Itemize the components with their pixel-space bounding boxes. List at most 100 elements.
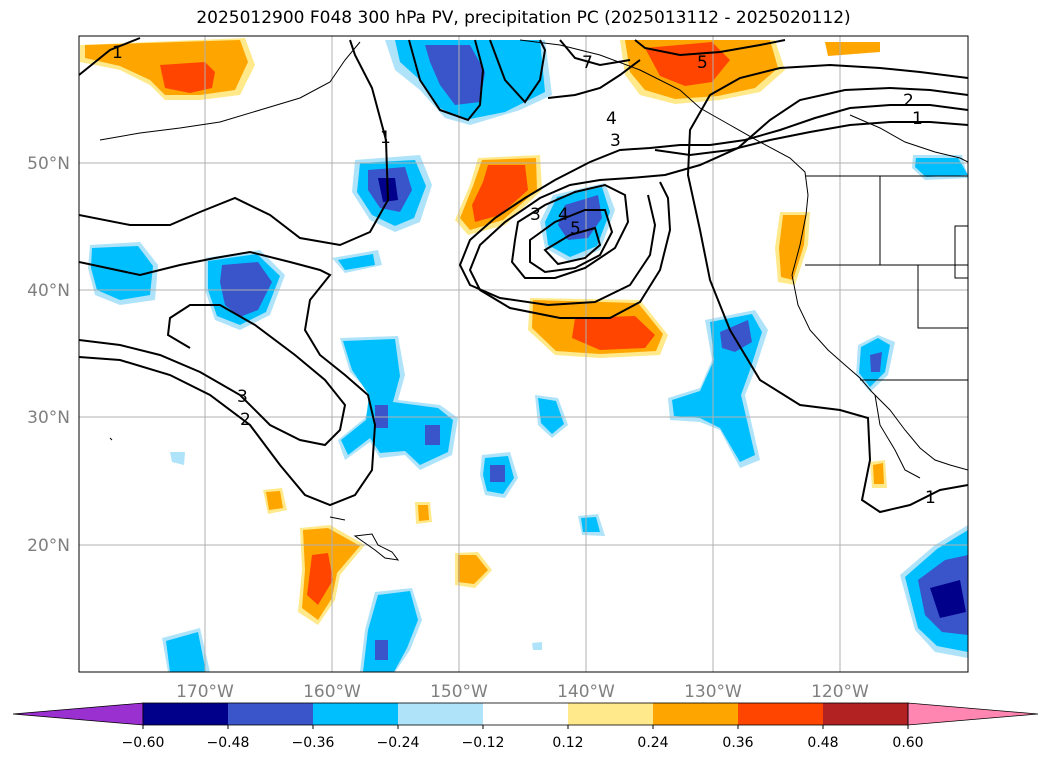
- pv-contour-label: 1: [912, 109, 923, 129]
- pv-contour-line: [79, 250, 377, 507]
- precip-positive-area: [458, 555, 488, 584]
- pv-contour-line: [559, 39, 631, 67]
- colorbar-tick-label: −0.12: [462, 735, 505, 751]
- colorbar-tick-label: −0.48: [207, 735, 250, 751]
- pv-contour-line: [686, 63, 968, 514]
- plot-area: [79, 36, 968, 672]
- colorbar-segment: [653, 703, 738, 725]
- lat-label: 50°N: [27, 154, 70, 174]
- precip-positive-area: [418, 505, 429, 521]
- pv-contour-line: [529, 209, 614, 274]
- lon-label: 120°W: [811, 682, 869, 702]
- graticule: [79, 36, 968, 672]
- pv-contour-line: [458, 104, 968, 307]
- pv-contour-label: 5: [697, 53, 708, 73]
- lon-label: 150°W: [430, 682, 488, 702]
- precip-negative-area: [490, 465, 505, 482]
- pv-contour-line: [79, 37, 141, 76]
- colorbar-extend-max: [907, 702, 1039, 726]
- colorbar-labels: −0.60 −0.48 −0.36 −0.24 −0.12 0.12 0.24 0.36 0.4…: [122, 735, 924, 751]
- pv-contour-label: 4: [558, 205, 569, 225]
- pv-contour-label: 3: [530, 205, 541, 225]
- lat-label: 40°N: [27, 281, 70, 301]
- colorbar-extend-min: [12, 702, 144, 726]
- precip-negative-area: [170, 452, 185, 465]
- pv-contour-label: 2: [903, 91, 914, 111]
- colorbar-segment: [738, 703, 823, 725]
- pv-contour-line: [489, 39, 547, 104]
- precip-negative-area: [425, 425, 440, 445]
- lon-label: 170°W: [176, 682, 234, 702]
- colorbar-segment: [398, 703, 483, 725]
- colorbar-segment: [143, 703, 228, 725]
- colorbar-tick-label: −0.60: [122, 735, 165, 751]
- precip-positive-area: [266, 491, 283, 510]
- precip-negative-area: [338, 254, 375, 270]
- precip-negative-area: [538, 398, 564, 434]
- colorbar-ticks: [142, 725, 909, 729]
- pv-contour-labels: 1 7 5 2 1 4 3 1 3 4 5 3 2 1: [112, 43, 936, 508]
- colorbar-tick-label: 0.60: [892, 735, 923, 751]
- pv-contour-line: [468, 86, 968, 319]
- pv-contours: [79, 37, 968, 514]
- colorbar-segment: [313, 703, 398, 725]
- coastlines: [99, 39, 968, 561]
- pv-contour-line: [408, 39, 485, 122]
- precip-negative-area: [425, 45, 485, 105]
- pv-contour-line: [547, 59, 641, 99]
- colorbar-tick-label: −0.24: [377, 735, 420, 751]
- precip-negative-area: [720, 320, 752, 352]
- colorbar-segment: [483, 703, 568, 725]
- precip-positive-area: [779, 215, 806, 280]
- lon-label: 130°W: [684, 682, 742, 702]
- pv-contour-line: [543, 226, 602, 266]
- precip-shading: [80, 38, 968, 672]
- precip-negative-area: [166, 632, 206, 672]
- pv-contour-line: [634, 39, 786, 57]
- lon-label: 140°W: [557, 682, 615, 702]
- latitude-labels: 50°N 40°N 30°N 20°N: [27, 154, 70, 556]
- colorbar-frame: [142, 702, 909, 726]
- pv-contour-line: [654, 121, 968, 157]
- longitude-labels: 170°W 160°W 150°W 140°W 130°W 120°W: [176, 682, 869, 702]
- map-title: 2025012900 F048 300 hPa PV, precipitatio…: [196, 8, 851, 28]
- precip-negative-area: [375, 640, 388, 660]
- pv-contour-label: 4: [606, 109, 617, 129]
- plot-frame: [78, 35, 969, 673]
- precip-negative-area: [91, 246, 153, 300]
- precip-negative-area: [532, 642, 542, 650]
- colorbar-segment: [228, 703, 313, 725]
- pv-contour-label: 7: [582, 53, 593, 73]
- colorbar-segment: [568, 703, 653, 725]
- colorbar-tick-label: 0.12: [552, 735, 583, 751]
- lon-label: 160°W: [303, 682, 361, 702]
- pv-contour-line: [79, 39, 390, 247]
- precip-positive-area: [873, 463, 884, 484]
- lat-label: 20°N: [27, 536, 70, 556]
- pv-contour-label: 3: [610, 131, 621, 151]
- precip-positive-area: [307, 553, 333, 605]
- precip-negative-area: [930, 580, 966, 618]
- colorbar: −0.60 −0.48 −0.36 −0.24 −0.12 0.12 0.24 0.36 0.4…: [12, 702, 1039, 751]
- precip-negative-area: [870, 352, 882, 372]
- precip-positive-area: [825, 42, 880, 56]
- precip-negative-area: [672, 314, 762, 462]
- pv-contour-line: [79, 304, 347, 447]
- colorbar-tick-label: 0.36: [722, 735, 753, 751]
- colorbar-tick-label: 0.24: [637, 735, 668, 751]
- pv-contour-label: 3: [237, 387, 248, 407]
- colorbar-segment: [823, 703, 908, 725]
- pv-contour-label: 1: [925, 488, 936, 508]
- precip-positive-area: [160, 62, 215, 93]
- pv-contour-label: 1: [380, 128, 391, 148]
- pv-contour-line: [510, 183, 630, 279]
- colorbar-tick-label: 0.48: [807, 735, 838, 751]
- pv-contour-label: 1: [112, 43, 123, 63]
- colorbar-segments: [12, 702, 1039, 726]
- precip-positive-area: [572, 316, 655, 350]
- pv-contour-label: 5: [570, 219, 581, 239]
- lat-label: 30°N: [27, 408, 70, 428]
- pv-contour-label: 2: [240, 410, 251, 430]
- precip-positive-area: [472, 165, 528, 222]
